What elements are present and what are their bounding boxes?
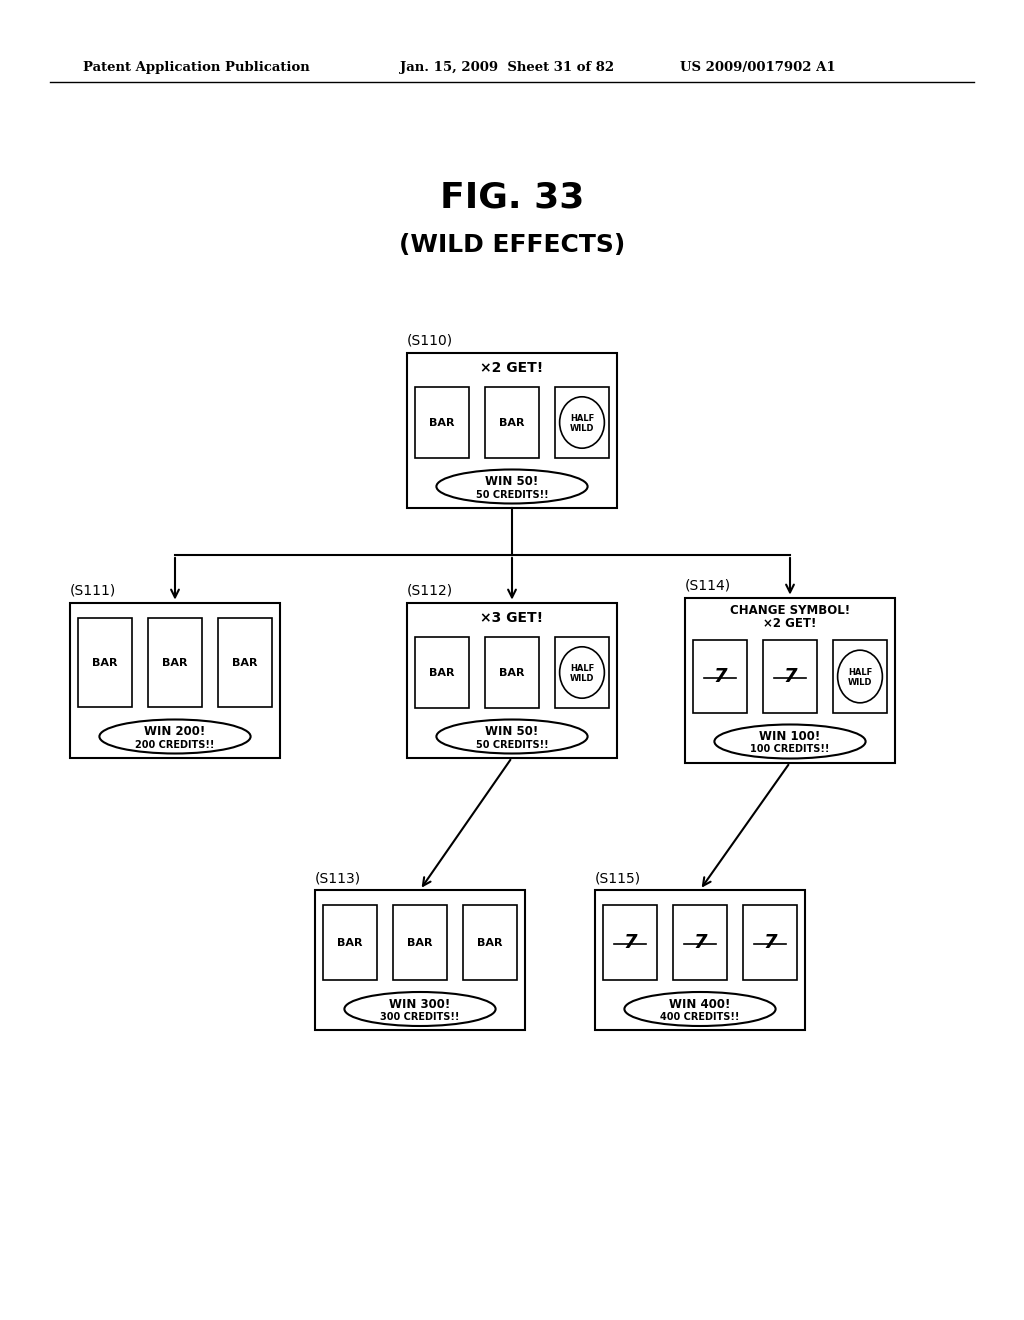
Text: 400 CREDITS!!: 400 CREDITS!! bbox=[660, 1012, 739, 1022]
Bar bbox=[147, 618, 203, 706]
Text: WIN 400!: WIN 400! bbox=[670, 998, 731, 1011]
Text: 50 CREDITS!!: 50 CREDITS!! bbox=[476, 490, 548, 499]
Bar bbox=[218, 618, 272, 706]
Bar bbox=[463, 904, 517, 981]
Bar bbox=[315, 890, 525, 1030]
Text: FIG. 33: FIG. 33 bbox=[440, 181, 584, 215]
Text: HALF: HALF bbox=[848, 668, 872, 677]
Text: WIN 100!: WIN 100! bbox=[760, 730, 820, 743]
Text: WIN 200!: WIN 200! bbox=[144, 725, 206, 738]
Ellipse shape bbox=[559, 647, 604, 698]
Ellipse shape bbox=[436, 470, 588, 503]
Ellipse shape bbox=[625, 993, 775, 1026]
Bar bbox=[555, 387, 609, 458]
Text: BAR: BAR bbox=[477, 937, 503, 948]
Ellipse shape bbox=[838, 651, 883, 702]
Ellipse shape bbox=[99, 719, 251, 754]
Text: 7: 7 bbox=[783, 667, 797, 686]
Text: BAR: BAR bbox=[429, 417, 455, 428]
Text: BAR: BAR bbox=[337, 937, 362, 948]
Text: US 2009/0017902 A1: US 2009/0017902 A1 bbox=[680, 62, 836, 74]
Text: 100 CREDITS!!: 100 CREDITS!! bbox=[751, 744, 829, 755]
Bar bbox=[742, 904, 798, 981]
Text: BAR: BAR bbox=[232, 657, 258, 668]
Text: 7: 7 bbox=[693, 933, 707, 952]
Bar bbox=[673, 904, 727, 981]
Text: ×2 GET!: ×2 GET! bbox=[480, 362, 544, 375]
Text: 7: 7 bbox=[713, 667, 727, 686]
Bar bbox=[595, 890, 805, 1030]
Text: 200 CREDITS!!: 200 CREDITS!! bbox=[135, 739, 215, 750]
Text: ×3 GET!: ×3 GET! bbox=[480, 611, 544, 626]
Bar bbox=[692, 640, 748, 713]
Text: WIN 300!: WIN 300! bbox=[389, 998, 451, 1011]
Text: WIN 50!: WIN 50! bbox=[485, 725, 539, 738]
Ellipse shape bbox=[344, 993, 496, 1026]
Text: BAR: BAR bbox=[92, 657, 118, 668]
Text: BAR: BAR bbox=[500, 668, 524, 677]
Text: (S110): (S110) bbox=[407, 334, 454, 347]
Text: HALF: HALF bbox=[570, 414, 594, 422]
Bar bbox=[833, 640, 888, 713]
Bar bbox=[763, 640, 817, 713]
Text: (S114): (S114) bbox=[685, 578, 731, 593]
Bar bbox=[685, 598, 895, 763]
Bar bbox=[407, 352, 617, 507]
Ellipse shape bbox=[559, 397, 604, 449]
Text: ×2 GET!: ×2 GET! bbox=[763, 616, 817, 630]
Bar bbox=[415, 636, 469, 709]
Text: Jan. 15, 2009  Sheet 31 of 82: Jan. 15, 2009 Sheet 31 of 82 bbox=[400, 62, 614, 74]
Text: CHANGE SYMBOL!: CHANGE SYMBOL! bbox=[730, 605, 850, 616]
Bar bbox=[78, 618, 132, 706]
Text: WIN 50!: WIN 50! bbox=[485, 475, 539, 488]
Text: (S113): (S113) bbox=[315, 871, 361, 884]
Text: BAR: BAR bbox=[429, 668, 455, 677]
Text: WILD: WILD bbox=[569, 675, 594, 682]
Bar bbox=[603, 904, 657, 981]
Bar bbox=[392, 904, 447, 981]
Text: WILD: WILD bbox=[848, 678, 872, 686]
Bar bbox=[407, 602, 617, 758]
Bar bbox=[484, 636, 540, 709]
Bar bbox=[415, 387, 469, 458]
Text: BAR: BAR bbox=[408, 937, 433, 948]
Text: WILD: WILD bbox=[569, 424, 594, 433]
Text: (S112): (S112) bbox=[407, 583, 454, 598]
Bar bbox=[323, 904, 377, 981]
Text: 7: 7 bbox=[624, 933, 637, 952]
Text: BAR: BAR bbox=[500, 417, 524, 428]
Text: HALF: HALF bbox=[570, 664, 594, 673]
Text: 300 CREDITS!!: 300 CREDITS!! bbox=[380, 1012, 460, 1022]
Ellipse shape bbox=[436, 719, 588, 754]
Text: (S111): (S111) bbox=[70, 583, 117, 598]
Bar bbox=[484, 387, 540, 458]
Text: (WILD EFFECTS): (WILD EFFECTS) bbox=[399, 234, 625, 257]
Text: (S115): (S115) bbox=[595, 871, 641, 884]
Text: Patent Application Publication: Patent Application Publication bbox=[83, 62, 309, 74]
Text: BAR: BAR bbox=[162, 657, 187, 668]
Ellipse shape bbox=[715, 725, 865, 759]
Text: 7: 7 bbox=[763, 933, 777, 952]
Text: 50 CREDITS!!: 50 CREDITS!! bbox=[476, 739, 548, 750]
Bar bbox=[555, 636, 609, 709]
Bar bbox=[70, 602, 280, 758]
